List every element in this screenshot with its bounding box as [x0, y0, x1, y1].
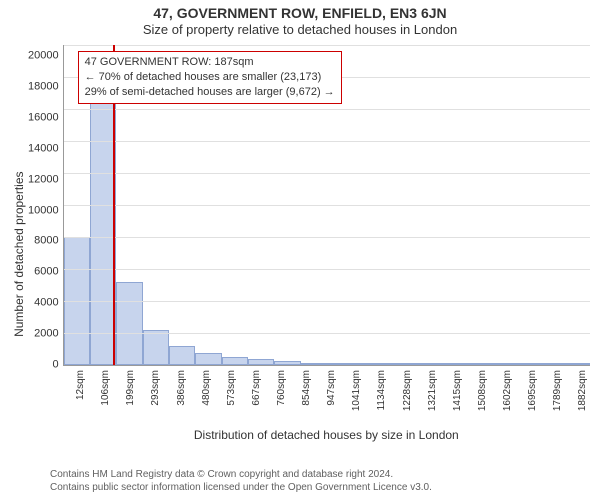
annotation-line-2: ← 70% of detached houses are smaller (23…: [85, 70, 335, 85]
chart-title-sub: Size of property relative to detached ho…: [0, 22, 600, 39]
gridline: [64, 237, 590, 238]
histogram-bar: [564, 363, 590, 365]
histogram-bar: [143, 330, 169, 365]
annotation-line-3: 29% of semi-detached houses are larger (…: [85, 85, 335, 100]
histogram-bar: [353, 363, 379, 365]
histogram-bar: [116, 282, 142, 365]
x-tick: 12sqm: [63, 366, 88, 428]
y-tick: 0: [52, 359, 58, 370]
x-tick: 199sqm: [113, 366, 138, 428]
gridline: [64, 301, 590, 302]
x-axis-label: Distribution of detached houses by size …: [63, 428, 590, 442]
x-tick: 760sqm: [263, 366, 288, 428]
x-axis-ticks: 12sqm106sqm199sqm293sqm386sqm480sqm573sq…: [63, 366, 590, 428]
histogram-bar: [274, 361, 300, 365]
histogram-bar: [380, 363, 406, 365]
histogram-bar: [485, 363, 511, 365]
x-tick: 1415sqm: [439, 366, 464, 428]
histogram-bar: [169, 346, 195, 365]
x-tick: 1602sqm: [489, 366, 514, 428]
gridline: [64, 45, 590, 46]
gridline: [64, 205, 590, 206]
chart-area: Number of detached properties 2000018000…: [0, 41, 600, 464]
x-tick: 1134sqm: [364, 366, 389, 428]
histogram-bar: [248, 359, 274, 365]
x-tick: 480sqm: [188, 366, 213, 428]
histogram-bar: [406, 363, 432, 365]
annotation-box: 47 GOVERNMENT ROW: 187sqm ← 70% of detac…: [78, 51, 342, 104]
x-tick: 1508sqm: [464, 366, 489, 428]
histogram-bar: [538, 363, 564, 365]
gridline: [64, 109, 590, 110]
footer-line-2: Contains public sector information licen…: [50, 481, 590, 494]
x-tick: 1041sqm: [339, 366, 364, 428]
histogram-bar: [511, 363, 537, 365]
y-tick: 4000: [34, 298, 58, 309]
annotation-line-1: 47 GOVERNMENT ROW: 187sqm: [85, 55, 335, 70]
x-tick: 386sqm: [163, 366, 188, 428]
x-tick: 106sqm: [88, 366, 113, 428]
x-tick: 1695sqm: [515, 366, 540, 428]
chart-title-main: 47, GOVERNMENT ROW, ENFIELD, EN3 6JN: [0, 4, 600, 22]
y-tick: 20000: [28, 51, 59, 62]
y-axis-ticks: 20000 18000 16000 14000 12000 10000 8000 6000 40…: [28, 45, 63, 365]
histogram-bar: [432, 363, 458, 365]
y-axis-label: Number of detached properties: [10, 45, 28, 464]
y-tick: 10000: [28, 205, 59, 216]
y-tick: 2000: [34, 329, 58, 340]
histogram-bar: [195, 353, 221, 365]
histogram-bar: [301, 363, 327, 365]
gridline: [64, 333, 590, 334]
gridline: [64, 141, 590, 142]
x-tick: 573sqm: [213, 366, 238, 428]
y-tick: 18000: [28, 81, 59, 92]
y-tick: 14000: [28, 143, 59, 154]
x-tick: 667sqm: [238, 366, 263, 428]
y-tick: 12000: [28, 174, 59, 185]
footer-line-1: Contains HM Land Registry data © Crown c…: [50, 468, 590, 481]
histogram-bar: [222, 357, 248, 365]
x-tick: 947sqm: [314, 366, 339, 428]
x-tick: 854sqm: [289, 366, 314, 428]
histogram-bar: [459, 363, 485, 365]
x-tick: 1882sqm: [565, 366, 590, 428]
y-tick: 16000: [28, 112, 59, 123]
gridline: [64, 269, 590, 270]
y-tick: 8000: [34, 236, 58, 247]
x-tick: 1228sqm: [389, 366, 414, 428]
plot-region: 47 GOVERNMENT ROW: 187sqm ← 70% of detac…: [63, 45, 590, 366]
x-tick: 1321sqm: [414, 366, 439, 428]
x-tick: 1789sqm: [540, 366, 565, 428]
histogram-bar: [327, 363, 353, 365]
gridline: [64, 173, 590, 174]
y-tick: 6000: [34, 267, 58, 278]
footer: Contains HM Land Registry data © Crown c…: [0, 464, 600, 500]
x-tick: 293sqm: [138, 366, 163, 428]
